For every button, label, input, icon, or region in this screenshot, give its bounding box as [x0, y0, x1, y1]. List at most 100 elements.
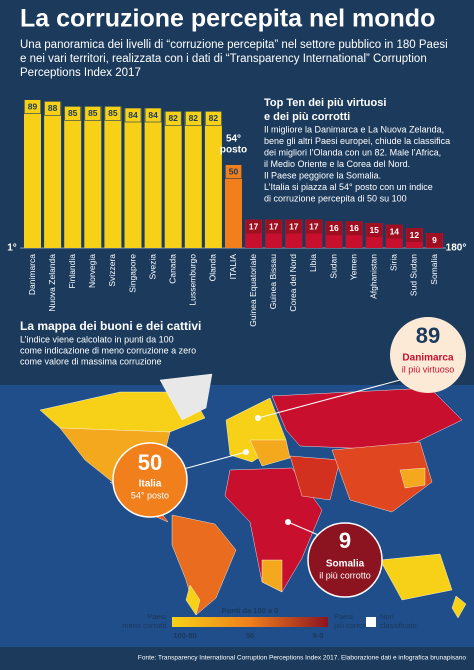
value-box: [205, 111, 222, 126]
value-label: 17: [309, 221, 319, 231]
x-tick-label: Singapore: [127, 254, 137, 293]
connector: [179, 451, 247, 471]
value-label: 17: [289, 221, 299, 231]
value-label: 17: [269, 221, 279, 231]
legend-gradient: [172, 617, 328, 627]
bar: [124, 108, 142, 248]
x-tick-label: Olanda: [208, 254, 218, 282]
connector: [257, 379, 401, 419]
legend-label: Paesi: [147, 612, 166, 621]
x-tick-label: Danimarca: [27, 254, 37, 295]
value-label: 82: [168, 113, 178, 123]
x-tick-label: Finlandia: [67, 254, 77, 289]
value-box: [366, 223, 383, 237]
value-box: [346, 221, 363, 236]
callout-number: 9: [339, 528, 351, 553]
value-label: 14: [390, 226, 400, 236]
bar: [204, 111, 222, 248]
value-label: 82: [189, 113, 199, 123]
x-tick-label: Sudan: [328, 254, 338, 279]
x-tick-label: Yemen: [348, 254, 358, 280]
value-label: 84: [148, 110, 158, 120]
panel-text: dei migliori l’Olanda con un 82. Male l’…: [264, 147, 441, 157]
value-box: [326, 221, 342, 236]
title: La corruzione percepita nel mondo: [20, 5, 435, 33]
panel-text: Il migliore la Danimarca e La Nuova Zela…: [264, 124, 450, 203]
x-tick-label: Libia: [308, 254, 318, 272]
panel-text: Il Paese peggiore la Somalia.: [264, 170, 381, 180]
callout-note: 54° posto: [131, 490, 169, 500]
value-box: [185, 111, 202, 126]
subtitle: Perceptions Index 2017: [20, 67, 141, 79]
value-box: [305, 219, 322, 234]
panel-text: bene gli altri Paesi europei, chiude la …: [264, 136, 450, 146]
value-label: 88: [48, 103, 58, 113]
value-box: [225, 164, 242, 179]
rank-label: 1°: [7, 243, 17, 254]
legend-unclassified: [366, 617, 376, 627]
value-label: 15: [369, 225, 379, 235]
panel-text: il Medio Oriente e la Corea del Nord.: [264, 159, 410, 169]
x-tick-label: Canada: [167, 254, 177, 284]
value-box: [124, 107, 142, 123]
map-text: come valore di massima corruzione: [20, 356, 162, 366]
x-tick-label: Guinea Equatoriale: [248, 254, 258, 327]
callout-number: 50: [138, 450, 162, 475]
subtitle: e nei vari territori, realizzata con i d…: [20, 53, 427, 65]
value-box: [104, 106, 122, 121]
value-label: 85: [88, 108, 98, 118]
bar: [24, 99, 41, 249]
x-tick-label: Norvegia: [87, 254, 97, 288]
value-box: [265, 219, 282, 234]
value-box: [245, 219, 262, 234]
pin: [243, 449, 249, 455]
value-box: [285, 219, 302, 234]
map-title: La mappa dei buoni e dei cattivi: [20, 319, 201, 333]
callout-name: Italia: [139, 479, 162, 490]
callout: [390, 317, 466, 393]
value-label: 82: [209, 113, 219, 123]
bar: [144, 108, 162, 248]
pin: [255, 415, 261, 421]
bar: [44, 101, 62, 248]
value-box: [164, 111, 182, 126]
value-box: [144, 107, 162, 123]
panel-text: di corruzione percepita di 50 su 100: [264, 193, 407, 203]
x-tick-label: Afghanistan: [368, 254, 378, 299]
pin: [285, 519, 291, 525]
rank-label: 180°: [446, 243, 467, 254]
legend-scale: 50: [246, 631, 254, 640]
legend-scale: 100-90: [173, 631, 196, 640]
value-label: 16: [329, 223, 339, 233]
value-label: 85: [68, 108, 78, 118]
callout-note: il più virtuoso: [402, 364, 455, 374]
x-tick-label: Svizzera: [107, 254, 117, 287]
value-label: 50: [229, 166, 239, 176]
legend-label: meno corrotti: [122, 621, 166, 630]
bar: [225, 164, 242, 248]
legend-label: classificato: [380, 621, 417, 630]
subtitle: Una panoramica dei livelli di “corruzion…: [20, 39, 448, 51]
x-tick-label: Svezia: [147, 254, 157, 280]
x-tick-label: Sud Sudan: [409, 254, 419, 296]
panel-title: Top Ten dei più virtuosi: [264, 97, 386, 109]
callout: [307, 522, 383, 598]
callout-note: il più corrotto: [319, 570, 371, 580]
annotation: 54°: [226, 133, 241, 144]
value-label: 89: [28, 101, 38, 111]
panel-text: Il migliore la Danimarca e La Nuova Zela…: [264, 124, 444, 134]
callout-number: 89: [416, 323, 440, 348]
value-label: 17: [249, 221, 259, 231]
x-tick-label: Nuova Zelanda: [47, 254, 57, 312]
value-box: [426, 233, 443, 247]
value-label: 16: [349, 223, 359, 233]
value-label: 84: [128, 110, 138, 120]
bar: [184, 111, 202, 248]
value-label: 12: [410, 230, 420, 240]
bar: [84, 106, 102, 248]
map-text: come indicazione di meno corruzione a ze…: [20, 345, 196, 355]
value-box: [84, 106, 102, 121]
annotation: posto: [220, 144, 247, 155]
